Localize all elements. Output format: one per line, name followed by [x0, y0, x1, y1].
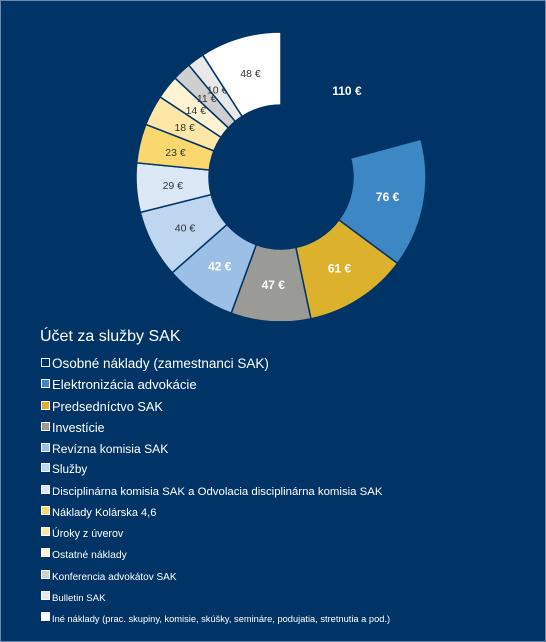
legend-item: Osobné náklady (zamestnanci SAK)	[41, 357, 269, 371]
legend-label: Ostatné náklady	[52, 550, 127, 562]
legend-swatch	[41, 505, 50, 515]
legend-item: Disciplinárna komisia SAK a Odvolacia di…	[41, 484, 383, 499]
legend-swatch	[41, 421, 50, 431]
legend-item: Investície	[41, 421, 105, 435]
slice-value-label: 18 €	[174, 122, 195, 134]
legend-swatch	[41, 358, 50, 367]
legend-item: Úroky z úverov	[41, 527, 123, 541]
slice-value-label: 61 €	[328, 261, 352, 275]
legend-swatch	[41, 484, 50, 494]
legend-label: Služby	[52, 463, 88, 477]
pie-slice	[280, 31, 422, 160]
slice-value-label: 11 €	[197, 93, 217, 105]
slice-value-label: 14 €	[186, 105, 207, 117]
legend-item: Ostatné náklady	[41, 548, 127, 563]
slice-value-label: 47 €	[262, 278, 286, 292]
slice-value-label: 29 €	[163, 180, 184, 192]
slice-value-label: 10 €	[207, 84, 228, 96]
legend-swatch	[41, 590, 50, 600]
legend-item: Elektronizácia advokácie	[41, 378, 197, 392]
slice-value-label: 40 €	[175, 222, 196, 234]
slice-value-label: 48 €	[240, 68, 261, 80]
chart-title: Účet za služby SAK	[40, 328, 181, 345]
legend-label: Osobné náklady (zamestnanci SAK)	[52, 356, 269, 371]
legend-label: Úroky z úverov	[52, 528, 124, 540]
legend-swatch	[41, 463, 50, 473]
donut-chart: 110 € 76 € 61 € 47 € 42 € 40 € 29 € 23 € 18 € 14 …	[135, 31, 427, 321]
legend-item: Predsedníctvo SAK	[41, 398, 163, 414]
legend-label: Investície	[52, 420, 105, 435]
legend-swatch	[41, 443, 50, 452]
legend-item: Revízna komisia SAK	[41, 442, 168, 456]
legend-label: Predsedníctvo SAK	[52, 398, 163, 414]
legend-label: Disciplinárna komisia SAK a Odvolacia di…	[52, 485, 383, 498]
legend-item: Iné náklady (prac. skupiny, komisie, skú…	[41, 612, 390, 626]
legend-swatch	[41, 527, 50, 536]
slice-value-label: 110 €	[332, 84, 362, 98]
legend-swatch	[41, 569, 50, 579]
legend-swatch	[41, 548, 50, 558]
legend-item: Služby	[41, 463, 87, 477]
pie-slice	[201, 31, 282, 118]
legend-item: Konferencia advokátov SAK	[41, 569, 177, 585]
legend-swatch	[41, 400, 50, 410]
slice-value-label: 23 €	[165, 147, 186, 159]
legend-swatch	[41, 379, 50, 389]
slice-value-label: 42 €	[208, 260, 232, 274]
legend-label: Revízna komisia SAK	[52, 442, 169, 456]
legend-label: Náklady Kolárska 4,6	[52, 506, 157, 519]
legend-label: Iné náklady (prac. skupiny, komisie, skú…	[52, 614, 391, 624]
legend-swatch	[41, 612, 50, 621]
legend-label: Konferencia advokátov SAK	[52, 571, 177, 583]
legend-item: Náklady Kolárska 4,6	[41, 505, 157, 520]
slice-value-label: 76 €	[376, 190, 400, 204]
legend-label: Elektronizácia advokácie	[52, 377, 197, 393]
legend-item: Bulletin SAK	[41, 590, 106, 606]
legend-label: Bulletin SAK	[52, 592, 106, 604]
